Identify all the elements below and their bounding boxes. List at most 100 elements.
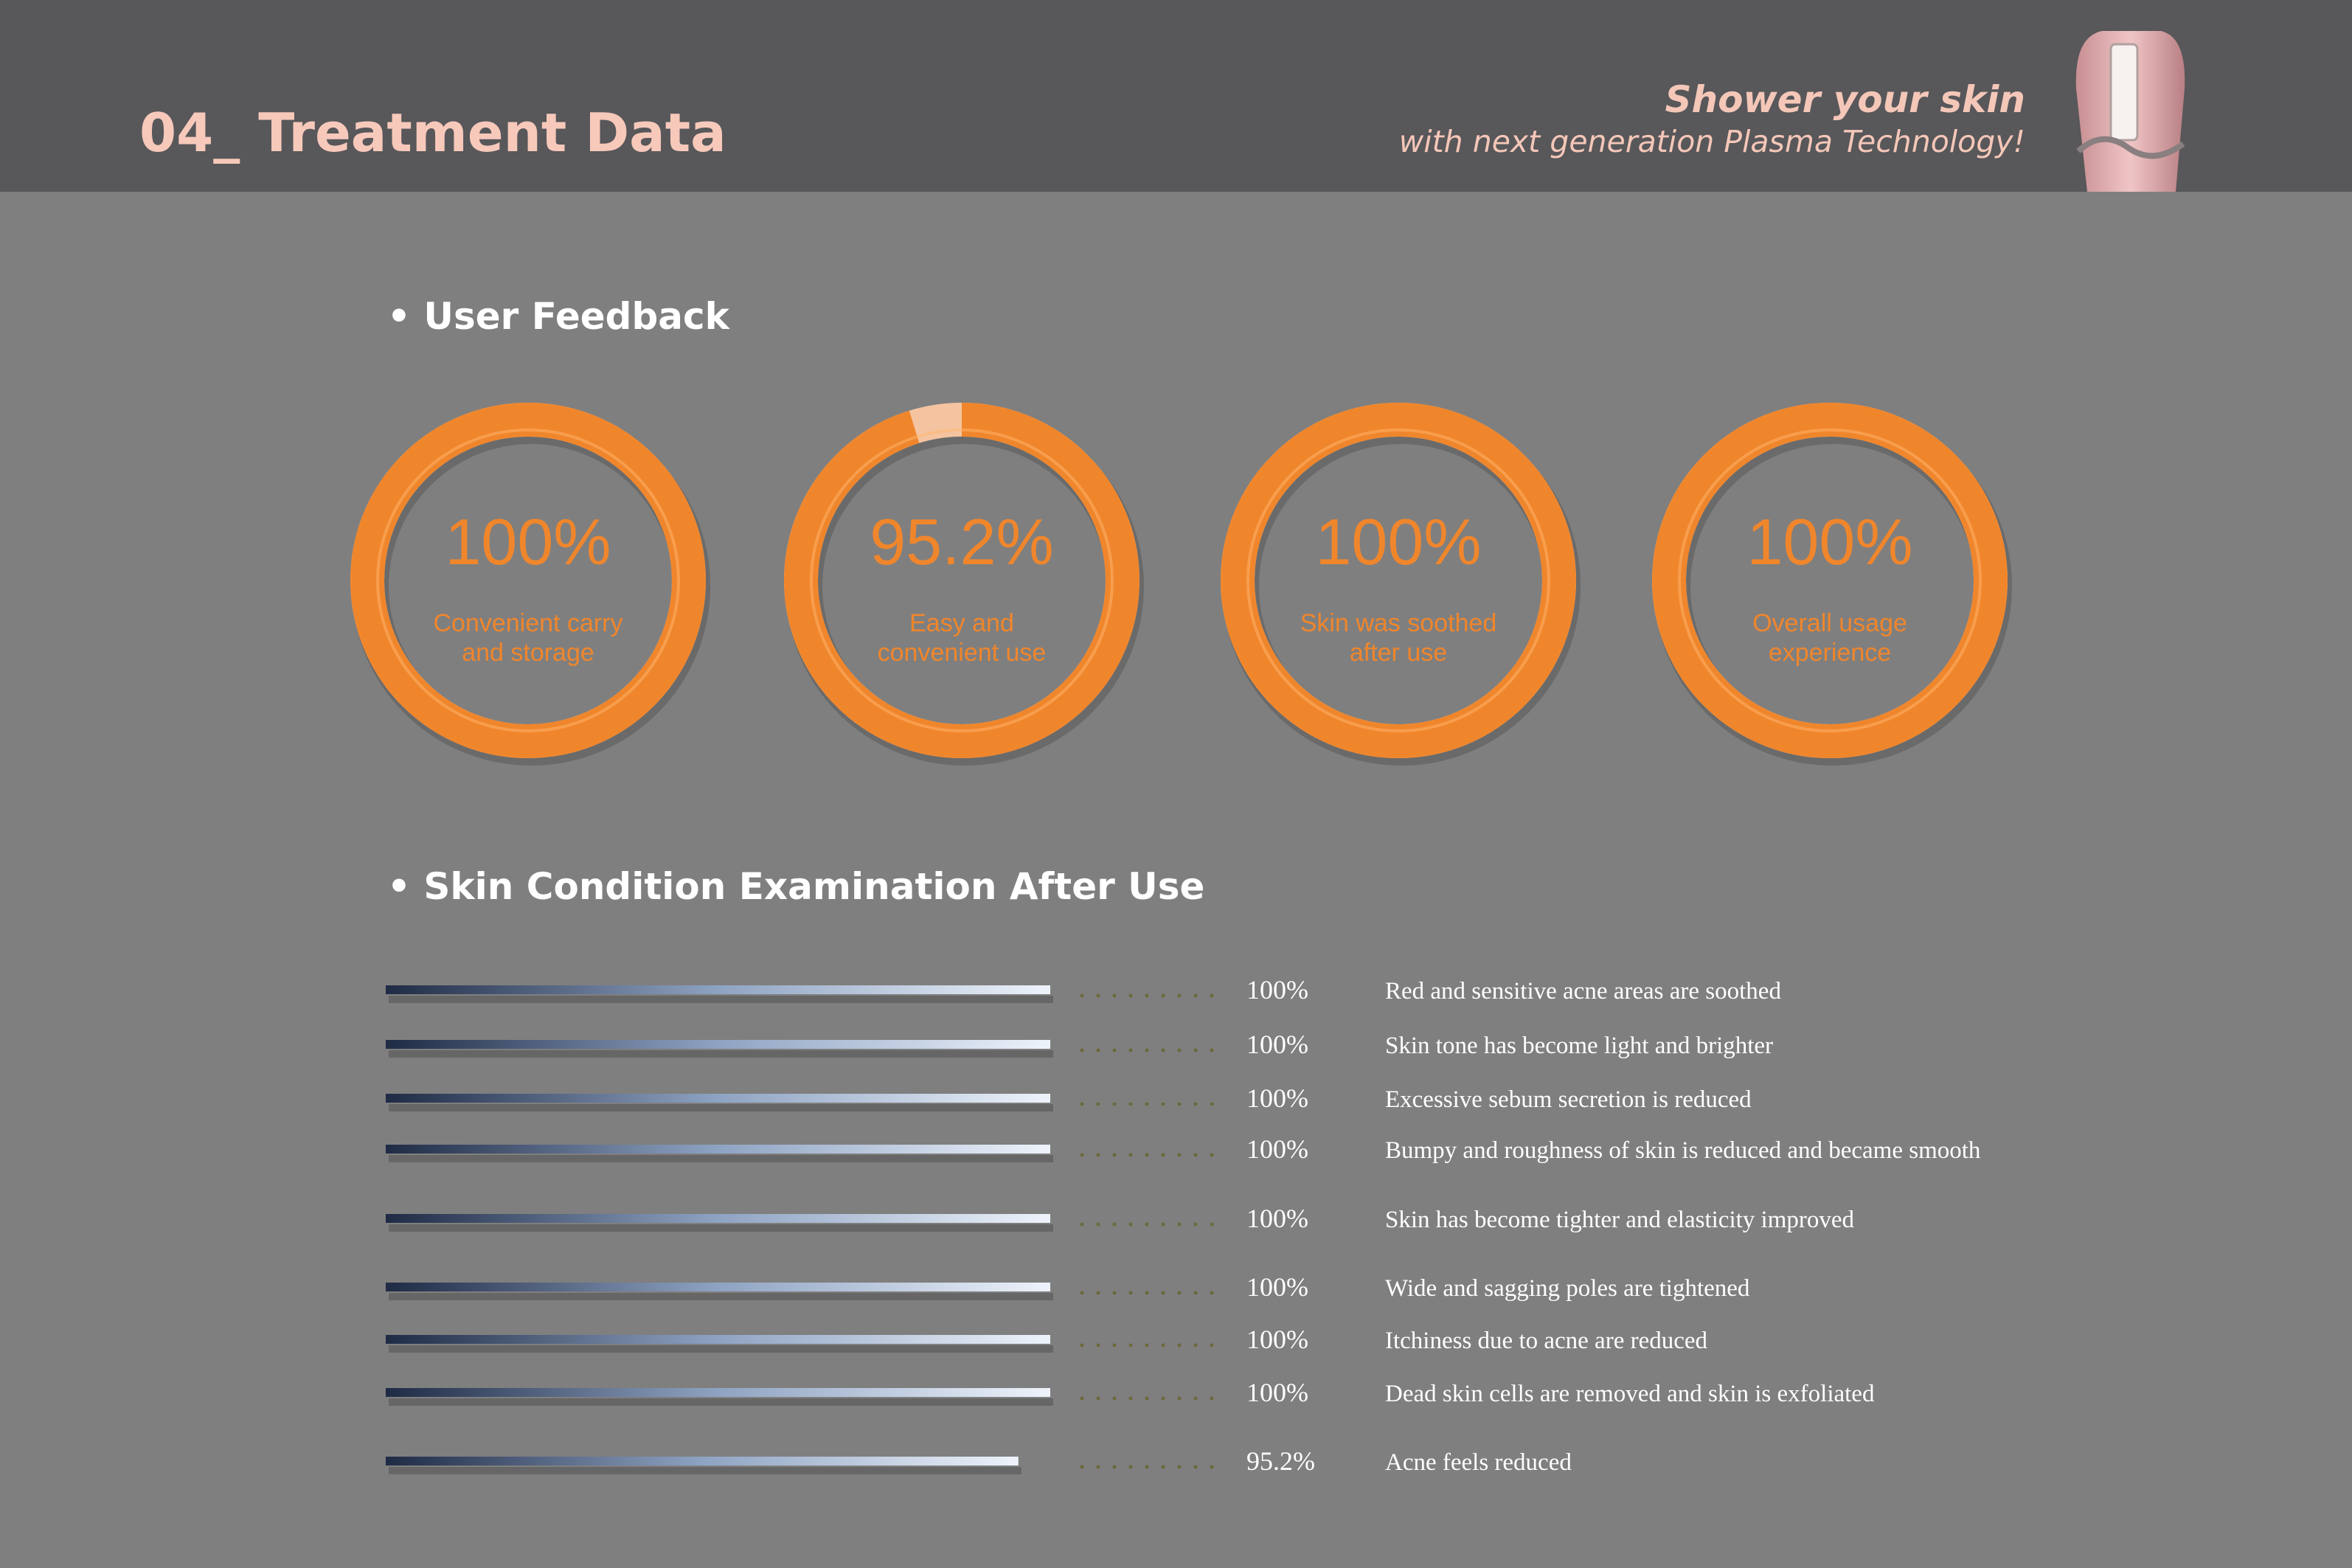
leader-dot <box>1193 1222 1198 1227</box>
bar-category: Skin tone has become light and brighter <box>1385 1033 1773 1059</box>
bar-shadow <box>389 1293 1053 1300</box>
bar <box>386 1283 1050 1291</box>
leader-dot <box>1145 1102 1149 1106</box>
bar <box>386 1145 1050 1154</box>
bar-category: Bumpy and roughness of skin is reduced a… <box>1385 1137 1981 1164</box>
tagline: Shower your skin <box>1665 78 2025 121</box>
leader-dot <box>1210 1465 1214 1469</box>
leader-dot <box>1193 1396 1198 1401</box>
leader-dot <box>1193 1153 1198 1157</box>
leader-dot <box>1161 1396 1165 1401</box>
leader-dot <box>1112 1465 1117 1469</box>
ring-highlight <box>1678 429 1982 732</box>
leader-dot <box>1128 1465 1133 1469</box>
bar-category: Itchiness due to acne are reduced <box>1385 1328 1708 1354</box>
bar <box>386 985 1050 994</box>
leader-dot <box>1177 1396 1182 1401</box>
leader-dot <box>1210 1343 1214 1347</box>
leader-dot <box>1128 993 1133 998</box>
ring-arc <box>1221 403 1576 758</box>
ring-label: Convenient carry and storage <box>433 609 623 667</box>
leader-dot <box>1161 1048 1165 1052</box>
leader-dot <box>1177 1343 1182 1347</box>
ring-label-box: Easy and convenient use <box>878 609 1047 667</box>
ring-value: 95.2% <box>870 505 1054 578</box>
leader-dot <box>1193 1465 1198 1469</box>
leader-dot <box>1177 1048 1182 1052</box>
leader-dot <box>1080 1153 1084 1157</box>
leader-dot <box>1161 1343 1165 1347</box>
section-title-text: Skin Condition Examination After Use <box>423 865 1204 908</box>
bar-category: Dead skin cells are removed and skin is … <box>1385 1381 1875 1407</box>
leader-dot <box>1210 1048 1214 1052</box>
leader-dot <box>1096 1465 1100 1469</box>
value-label: 100% <box>1246 1378 1308 1407</box>
leader-dot <box>1145 1153 1149 1157</box>
leader-dot <box>1161 993 1165 998</box>
leader-dot <box>1210 1102 1214 1106</box>
bar-shadow <box>389 1050 1053 1058</box>
leader-dot <box>1193 1343 1198 1347</box>
bar <box>386 1040 1050 1049</box>
leader-dot <box>1145 1048 1149 1052</box>
leader-dot <box>1096 1102 1100 1106</box>
leader-dot <box>1145 1222 1149 1227</box>
leader-dot <box>1096 1343 1100 1347</box>
leader-dot <box>1177 1465 1182 1469</box>
ring-arc <box>784 403 1139 758</box>
ring-label-box: Skin was soothed after use <box>1300 609 1497 667</box>
leader-dot <box>1210 1153 1214 1157</box>
leader-dot <box>1096 1291 1100 1295</box>
ring-label: Skin was soothed after use <box>1300 609 1497 667</box>
leader-dot <box>1145 1291 1149 1295</box>
leader-dot <box>1161 1102 1165 1106</box>
leader-dot <box>1128 1048 1133 1052</box>
leader-dot <box>1210 1396 1214 1401</box>
value-label: 100% <box>1246 1325 1308 1354</box>
ring-highlight <box>1246 429 1550 732</box>
leader-dot <box>1161 1222 1165 1227</box>
leader-dot <box>1210 993 1214 998</box>
bar-category: Excessive sebum secretion is reduced <box>1385 1086 1752 1113</box>
leader-dot <box>1112 1048 1117 1052</box>
header-bar <box>0 0 2352 192</box>
tagline: with next generation Plasma Technology! <box>1399 124 2025 159</box>
value-label: 100% <box>1246 1030 1308 1059</box>
ring-highlight <box>810 429 1114 732</box>
value-label: 100% <box>1246 1272 1308 1302</box>
bar <box>386 1214 1050 1223</box>
section-title: • User Feedback <box>387 295 731 338</box>
leader-dot <box>1112 1291 1117 1295</box>
leader-dot <box>1112 1102 1117 1106</box>
page-title: 04_ Treatment Data <box>139 102 726 164</box>
leader-dot <box>1080 1465 1084 1469</box>
leader-dot <box>1112 1396 1117 1401</box>
leader-dot <box>1177 1222 1182 1227</box>
leader-dot <box>1128 1396 1133 1401</box>
leader-dot <box>1080 1102 1084 1106</box>
ring-value: 100% <box>1746 505 1912 578</box>
leader-dot <box>1096 1222 1100 1227</box>
leader-dot <box>1112 1153 1117 1157</box>
leader-dot <box>1080 1291 1084 1295</box>
leader-dot <box>1193 1102 1198 1106</box>
bar <box>386 1094 1050 1103</box>
leader-dot <box>1112 993 1117 998</box>
leader-dot <box>1128 1343 1133 1347</box>
ring-label: Overall usage experience <box>1752 609 1907 667</box>
leader-dot <box>1096 1153 1100 1157</box>
leader-dot <box>1177 1153 1182 1157</box>
ring-label-box: Overall usage experience <box>1752 609 1907 667</box>
bar-shadow <box>389 1345 1053 1353</box>
leader-dot <box>1080 1048 1084 1052</box>
leader-dot <box>1145 1396 1149 1401</box>
bar <box>386 1388 1050 1397</box>
leader-dot <box>1096 1048 1100 1052</box>
leader-dot <box>1112 1222 1117 1227</box>
bar-shadow <box>389 1398 1053 1406</box>
value-label: 100% <box>1246 975 1308 1005</box>
ring-arc <box>350 403 706 758</box>
leader-dot <box>1096 993 1100 998</box>
leader-dot <box>1210 1291 1214 1295</box>
ring-label-box: Convenient carry and storage <box>433 609 623 667</box>
